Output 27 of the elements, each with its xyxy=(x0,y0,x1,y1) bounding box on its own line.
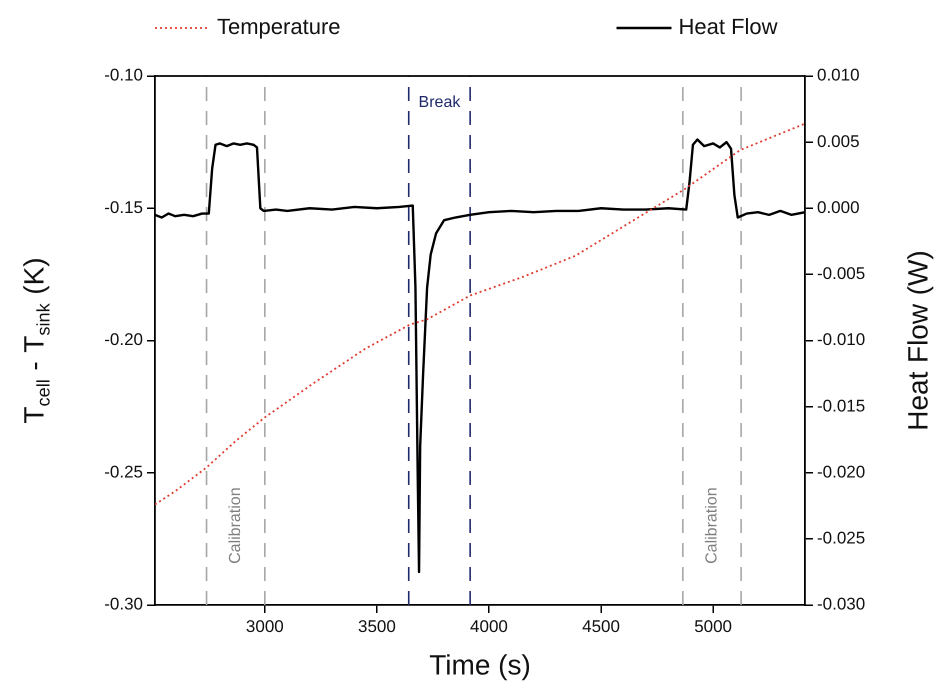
annotation: Calibration xyxy=(227,487,244,564)
y-tick-label: -0.15 xyxy=(104,198,143,217)
annotation: Break xyxy=(418,94,462,111)
y2-tick-label: -0.010 xyxy=(817,330,866,350)
y2-tick-label: -0.025 xyxy=(817,528,866,548)
x-tick-label: 3000 xyxy=(246,616,284,636)
x-tick-label: 4500 xyxy=(582,616,620,636)
legend-label: Heat Flow xyxy=(678,14,778,40)
y2-tick-label: 0.010 xyxy=(817,66,860,85)
y-axis-title: Tcell - Tsink (K) xyxy=(18,257,54,424)
y2-tick-label: -0.020 xyxy=(817,462,866,482)
x-tick-label: 3500 xyxy=(358,616,396,636)
annotation: Calibration xyxy=(703,487,720,564)
x-tick-label: 5000 xyxy=(694,616,732,636)
y-tick-label: -0.25 xyxy=(104,462,143,482)
y2-tick-label: 0.005 xyxy=(817,132,860,151)
y-tick-label: -0.10 xyxy=(104,66,143,85)
y-tick-label: -0.30 xyxy=(104,594,143,614)
legend-label: Temperature xyxy=(217,14,341,40)
y2-tick-label: 0.000 xyxy=(817,198,860,217)
x-tick-label: 4000 xyxy=(470,616,508,636)
y2-tick-label: -0.015 xyxy=(817,396,866,416)
y2-axis-title: Heat Flow (W) xyxy=(902,250,934,431)
y2-tick-label: -0.005 xyxy=(817,264,866,284)
x-axis-title: Time (s) xyxy=(429,650,531,681)
y-tick-label: -0.20 xyxy=(104,330,143,350)
y2-tick-label: -0.030 xyxy=(817,594,866,614)
